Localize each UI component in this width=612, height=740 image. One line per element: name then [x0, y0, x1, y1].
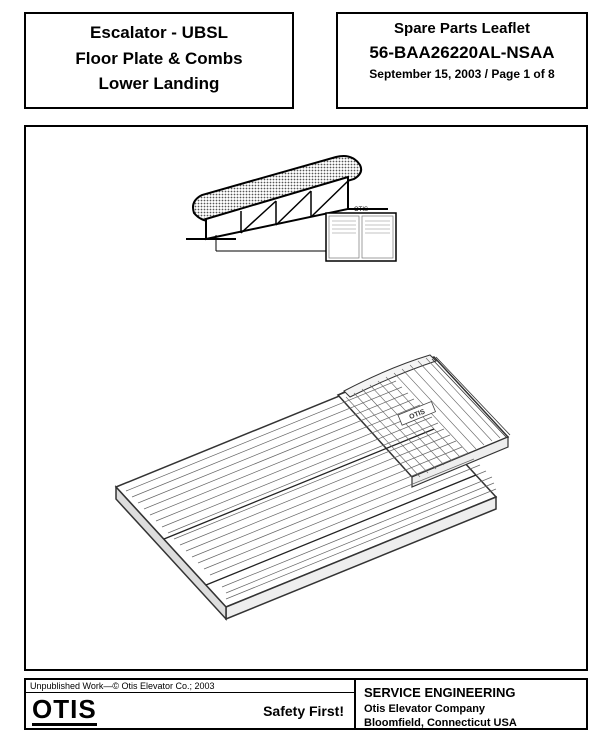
info-box: Spare Parts Leaflet 56-BAA26220AL-NSAA S…: [336, 12, 588, 109]
escalator-diagram: OTIS: [176, 151, 446, 271]
footer-row: Unpublished Work—© Otis Elevator Co.; 20…: [24, 678, 588, 730]
floor-plate-illustration: OTIS: [76, 307, 536, 647]
page: Page 1 of 8: [491, 67, 554, 81]
dept: SERVICE ENGINEERING: [364, 684, 578, 702]
title-line3: Lower Landing: [44, 71, 274, 97]
main-illustration-box: OTIS: [24, 125, 588, 671]
date: September 15, 2003: [369, 67, 481, 81]
safety-first: Safety First!: [263, 703, 344, 719]
callout-label: OTIS: [354, 207, 368, 213]
part-number: 56-BAA26220AL-NSAA: [348, 43, 576, 63]
company: Otis Elevator Company: [364, 702, 578, 717]
otis-logo: OTIS: [32, 696, 97, 726]
header-row: Escalator - UBSL Floor Plate & Combs Low…: [0, 0, 612, 117]
title-line2: Floor Plate & Combs: [44, 46, 274, 72]
footer-right: SERVICE ENGINEERING Otis Elevator Compan…: [354, 680, 586, 728]
unpublished-notice: Unpublished Work—© Otis Elevator Co.; 20…: [26, 680, 354, 693]
title-box: Escalator - UBSL Floor Plate & Combs Low…: [24, 12, 294, 109]
logo-safety-row: OTIS Safety First!: [26, 693, 354, 728]
footer-left: Unpublished Work—© Otis Elevator Co.; 20…: [26, 680, 354, 728]
date-line: September 15, 2003 / Page 1 of 8: [348, 67, 576, 81]
location: Bloomfield, Connecticut USA: [364, 716, 578, 731]
leaflet-label: Spare Parts Leaflet: [348, 20, 576, 37]
page-sep: /: [481, 67, 491, 81]
title-line1: Escalator - UBSL: [44, 20, 274, 46]
